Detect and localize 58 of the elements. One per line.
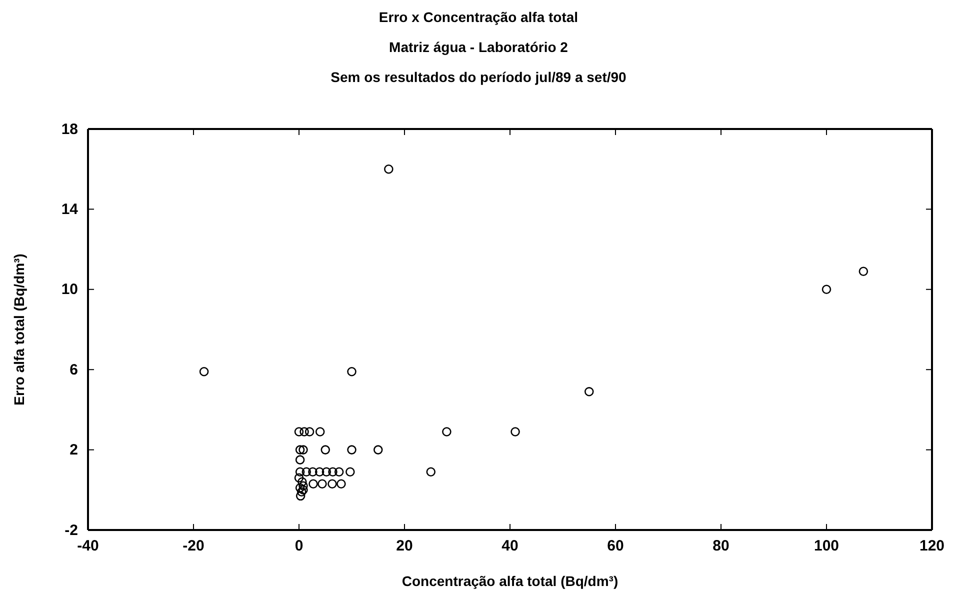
point [510, 427, 520, 436]
point [297, 487, 306, 497]
chart-subtitle: Matriz água - Laboratório 2 [389, 39, 568, 55]
point [314, 467, 324, 476]
point [295, 483, 305, 493]
point [858, 266, 868, 276]
point [347, 445, 356, 454]
x-tick-label: 120 [919, 538, 945, 555]
point [347, 366, 356, 376]
x-tick-label: -20 [182, 538, 204, 555]
point [315, 427, 325, 436]
point [295, 445, 305, 454]
y-tick-label: 14 [61, 201, 79, 218]
point [304, 427, 314, 436]
point [584, 387, 594, 396]
point [822, 284, 832, 294]
point [298, 481, 308, 491]
point [298, 485, 308, 495]
point [320, 445, 330, 454]
point [384, 164, 394, 174]
chart-title: Erro x Concentração alfa total [378, 9, 578, 25]
point [296, 491, 306, 501]
y-tick-label: 10 [61, 281, 78, 298]
point [308, 479, 318, 489]
point [346, 467, 355, 476]
point [295, 455, 305, 464]
point [308, 467, 318, 476]
point [300, 427, 309, 436]
point [373, 445, 383, 454]
point [302, 467, 312, 476]
point [294, 427, 304, 436]
point [199, 366, 209, 376]
x-tick-label: 80 [712, 538, 730, 555]
point [298, 445, 308, 454]
y-tick-label: -2 [64, 522, 78, 539]
x-tick-label: -40 [77, 538, 99, 555]
point [294, 473, 304, 482]
point [334, 467, 344, 476]
x-tick-label: 0 [294, 538, 304, 555]
point [426, 467, 436, 476]
point [322, 467, 332, 476]
y-tick-label: 2 [70, 442, 78, 459]
y-axis-title: Erro alfa total (Bq/dm³) [11, 254, 27, 406]
x-tick-label: 100 [814, 538, 840, 555]
point [336, 479, 346, 489]
y-tick-label: 6 [70, 361, 78, 378]
point [328, 467, 338, 476]
x-tick-label: 20 [396, 538, 413, 555]
text: Sem os resultados do período jul/89 a set/90 [330, 69, 627, 85]
point [295, 467, 305, 476]
point [318, 479, 327, 489]
point [328, 479, 337, 489]
y-tick-label: 18 [61, 120, 78, 138]
point [298, 477, 307, 487]
x-tick-label: 40 [502, 538, 518, 555]
x-axis-title: Concentração alfa total (Bq/dm³) [402, 573, 618, 589]
x-tick-label: 60 [607, 538, 624, 555]
point [442, 427, 452, 436]
